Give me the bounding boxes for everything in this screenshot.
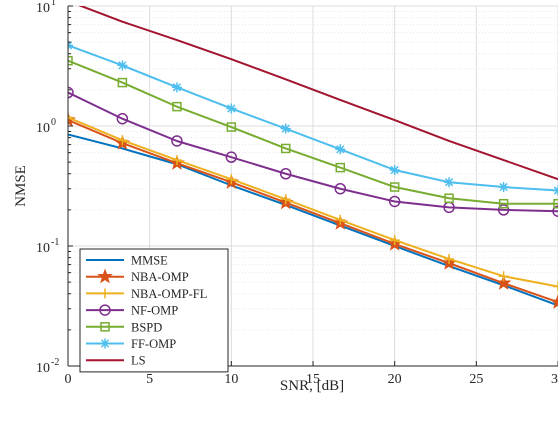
data-point-plus	[117, 135, 128, 146]
series-line	[78, 6, 558, 181]
y-tick-exponent: 0	[51, 117, 56, 128]
data-point-asterisk	[389, 164, 400, 175]
data-point-circle	[68, 86, 74, 99]
data-point-circle	[497, 204, 510, 216]
data-point-circle	[99, 304, 111, 316]
data-point-plus	[171, 155, 182, 166]
x-tick-label: 0	[65, 372, 72, 387]
legend-label: LS	[131, 354, 146, 368]
data-point-asterisk	[498, 182, 509, 193]
data-point-plus	[100, 288, 110, 299]
data-point-plus	[444, 253, 455, 264]
series-line	[68, 119, 558, 304]
data-point-circle	[225, 151, 238, 163]
data-point-star	[550, 294, 558, 309]
data-point-square	[444, 193, 454, 203]
data-point-asterisk	[444, 177, 455, 188]
legend-label: FF-OMP	[131, 337, 176, 351]
series-mmse	[68, 133, 558, 307]
data-point-square	[389, 182, 400, 192]
x-tick-label: 20	[388, 372, 402, 387]
legend-label: NBA-OMP-FL	[131, 287, 207, 301]
data-point-plus	[389, 235, 400, 246]
data-point-plus	[498, 271, 509, 282]
legend-entry: NF-OMP	[86, 304, 178, 318]
series-line	[68, 91, 558, 213]
series-nba-omp-fl	[68, 112, 558, 292]
y-tick-label: 10	[36, 1, 50, 16]
series-ls	[78, 6, 558, 181]
data-point-square	[117, 77, 128, 88]
data-point-plus	[335, 214, 346, 225]
x-tick-label: 10	[224, 372, 238, 387]
data-point-circle	[116, 112, 129, 125]
series-line	[68, 133, 558, 307]
data-point-square	[226, 122, 237, 132]
y-axis-label: NMSE	[13, 165, 29, 207]
y-tick-label: 10	[36, 121, 50, 136]
data-point-circle	[334, 182, 347, 195]
data-point-plus	[553, 281, 558, 292]
x-tick-label: 5	[146, 372, 153, 387]
x-tick-label: 25	[469, 372, 483, 387]
data-point-circle	[279, 168, 292, 180]
y-tick-exponent: -1	[51, 237, 59, 248]
legend-label: NBA-OMP	[131, 270, 189, 284]
data-point-asterisk	[226, 103, 237, 114]
data-point-asterisk	[171, 82, 182, 93]
data-point-asterisk	[100, 338, 110, 349]
data-point-plus	[226, 174, 237, 185]
data-point-asterisk	[335, 144, 346, 155]
data-point-square	[553, 198, 558, 209]
y-tick-label: 10	[36, 241, 50, 256]
data-point-square	[280, 143, 291, 154]
data-point-square	[172, 101, 182, 112]
data-point-plus	[68, 112, 73, 123]
data-point-square	[100, 322, 110, 332]
axes	[67, 5, 558, 367]
legend-entry: NBA-OMP-FL	[86, 287, 207, 301]
legend-label: NF-OMP	[131, 304, 178, 318]
legend-label: MMSE	[131, 254, 168, 268]
legend-entry: FF-OMP	[86, 337, 176, 351]
data-point-star	[495, 274, 512, 290]
data-point-square	[498, 198, 509, 209]
series-ff-omp	[68, 40, 558, 196]
series-bspd	[68, 55, 558, 209]
legend-entry: LS	[86, 354, 146, 368]
series-line	[68, 116, 558, 288]
series-line	[68, 44, 558, 192]
legend: MMSE NBA-OMP NBA-OMP-FL NF-OMP BSPD FF-OMP LS	[79, 248, 229, 373]
x-axis-label: SNR, [dB]	[280, 378, 344, 394]
y-tick-exponent: 1	[51, 0, 56, 8]
data-point-square	[68, 55, 73, 66]
y-tick-exponent: -2	[51, 357, 59, 368]
data-point-circle	[388, 195, 401, 208]
legend-label: BSPD	[131, 320, 162, 334]
y-tick-label: 10	[36, 361, 50, 376]
series-nf-omp	[68, 86, 558, 217]
x-tick-label: 15	[306, 372, 320, 387]
x-tick-label: 30	[551, 372, 558, 387]
data-point-circle	[171, 135, 183, 147]
legend-entry: MMSE	[86, 254, 168, 268]
data-point-square	[335, 162, 346, 173]
data-point-asterisk	[280, 123, 291, 134]
data-point-asterisk	[117, 60, 128, 71]
series-line	[68, 59, 558, 205]
data-point-star	[97, 268, 113, 284]
data-point-circle	[552, 205, 558, 217]
legend-entry: NBA-OMP	[86, 268, 189, 284]
series-layer	[68, 6, 558, 309]
data-point-plus	[280, 194, 291, 205]
legend-entry: BSPD	[86, 320, 162, 334]
